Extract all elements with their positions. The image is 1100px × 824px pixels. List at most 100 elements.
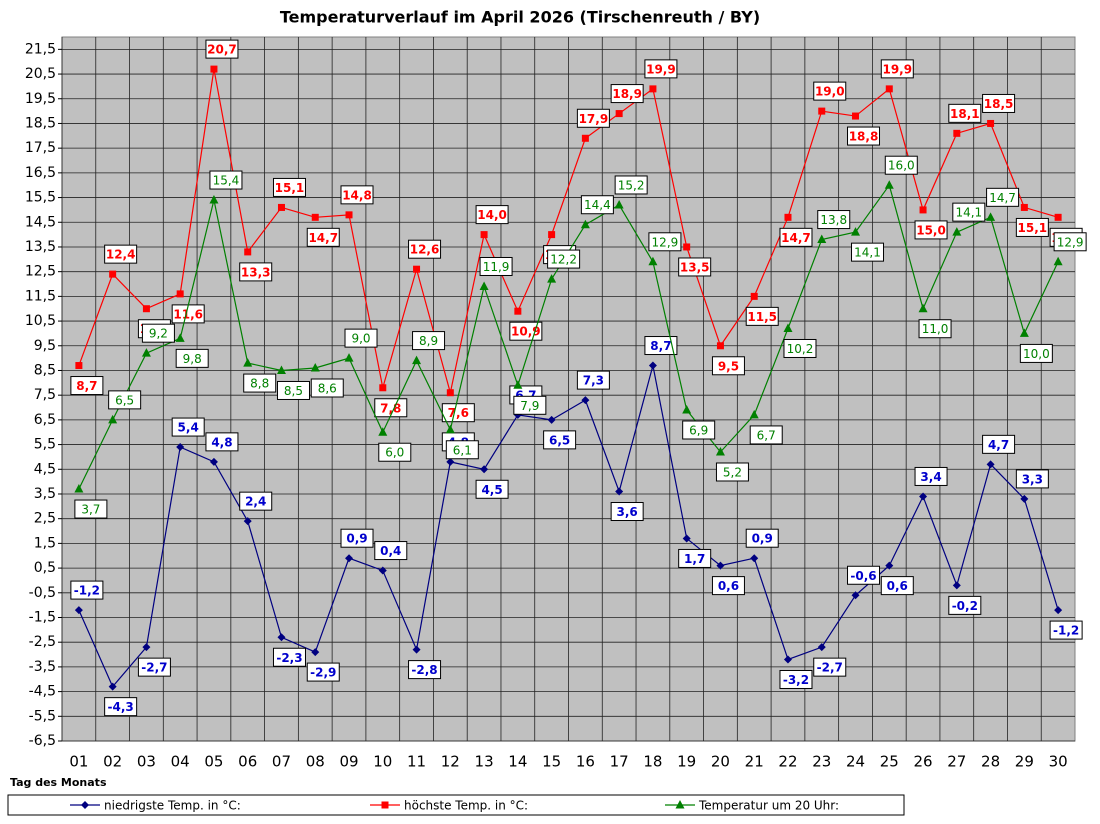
marker [547, 274, 557, 283]
label-box [1015, 469, 1049, 489]
label-box [982, 434, 1016, 454]
y-tick-label: 5,5 [34, 437, 56, 453]
label-box [306, 227, 340, 247]
x-axis-label: Tag des Monats [10, 776, 107, 789]
marker [784, 213, 792, 221]
data-label: -0,2 [952, 599, 978, 613]
x-tick-label: 08 [306, 753, 325, 771]
data-label: 3,4 [920, 470, 941, 484]
data-label: 13,5 [680, 260, 710, 274]
label-box [475, 479, 509, 499]
marker [276, 365, 286, 374]
label-box [239, 262, 273, 282]
y-tick-label: 17,5 [25, 140, 56, 156]
data-label: 18,1 [950, 107, 980, 121]
data-label: 15,0 [916, 223, 946, 237]
data-label: -2,8 [411, 663, 437, 677]
y-tick-label: -4,5 [29, 684, 56, 700]
marker [750, 292, 758, 300]
y-tick-label: 20,5 [25, 66, 56, 82]
legend-label: höchste Temp. in °C: [404, 799, 528, 813]
data-label: -2,3 [276, 651, 302, 665]
label-box [272, 647, 306, 667]
data-label: -4,3 [108, 700, 134, 714]
marker [851, 591, 860, 600]
label-box [412, 331, 446, 351]
label-box [576, 108, 610, 128]
marker [919, 206, 927, 214]
data-label: 18,9 [612, 87, 642, 101]
data-label: 8,7 [76, 379, 97, 393]
marker [1054, 213, 1062, 221]
marker [378, 566, 387, 575]
label-box [576, 370, 610, 390]
label-box [141, 323, 175, 343]
marker [210, 65, 218, 73]
marker [884, 180, 894, 189]
label-box [779, 227, 813, 247]
marker [1053, 256, 1063, 266]
legend-label: Temperatur um 20 Uhr: [698, 799, 839, 813]
marker [243, 517, 252, 526]
marker [581, 134, 589, 142]
x-tick-label: 29 [1015, 753, 1034, 771]
label-box [513, 395, 547, 415]
x-tick-label: 02 [103, 753, 122, 771]
data-label: -2,7 [817, 661, 843, 675]
label-box [374, 398, 408, 418]
x-tick-label: 15 [542, 753, 561, 771]
legend-label: niedrigste Temp. in °C: [104, 799, 241, 813]
marker [345, 211, 353, 219]
label-box [745, 306, 779, 326]
marker [615, 110, 623, 118]
marker [75, 362, 83, 370]
marker [716, 561, 725, 570]
x-tick-label: 30 [1049, 753, 1068, 771]
label-box [74, 499, 108, 519]
data-label: 4,8 [211, 435, 232, 449]
marker [818, 107, 826, 115]
marker [783, 323, 793, 332]
y-tick-label: 19,5 [25, 91, 56, 107]
data-label: 6,7 [757, 428, 776, 442]
marker [108, 414, 118, 424]
marker [918, 303, 928, 313]
data-label: 15,1 [1018, 221, 1048, 235]
label-box [137, 657, 171, 677]
marker [381, 801, 389, 809]
label-box [884, 155, 918, 175]
marker [446, 389, 454, 397]
label-box [408, 239, 442, 259]
data-label: 12,9 [1057, 235, 1084, 249]
label-box [914, 220, 948, 240]
label-box [340, 528, 374, 548]
x-tick-label: 06 [238, 753, 257, 771]
label-box [108, 390, 142, 410]
label-box [644, 336, 678, 356]
label-box [104, 244, 138, 264]
marker [885, 85, 893, 93]
series-line [78, 69, 1059, 393]
y-tick-label: 18,5 [25, 115, 56, 131]
marker [480, 231, 488, 239]
label-box [1049, 620, 1083, 640]
data-label: 12,6 [410, 243, 440, 257]
marker [750, 554, 759, 563]
x-tick-label: 24 [846, 753, 865, 771]
x-tick-label: 25 [880, 753, 899, 771]
marker [548, 231, 556, 239]
data-label: 7,3 [583, 374, 604, 388]
data-label: 7,8 [380, 401, 401, 415]
label-box [813, 657, 847, 677]
x-tick-label: 28 [981, 753, 1000, 771]
label-box [610, 84, 644, 104]
data-label: 16,0 [888, 159, 915, 173]
marker [142, 305, 150, 313]
marker [142, 643, 151, 652]
data-label: 19,9 [646, 62, 676, 76]
data-label: 0,9 [752, 532, 773, 546]
data-label: 9,5 [718, 359, 739, 373]
label-box [205, 39, 239, 59]
label-box [1019, 343, 1053, 363]
marker [412, 355, 422, 365]
